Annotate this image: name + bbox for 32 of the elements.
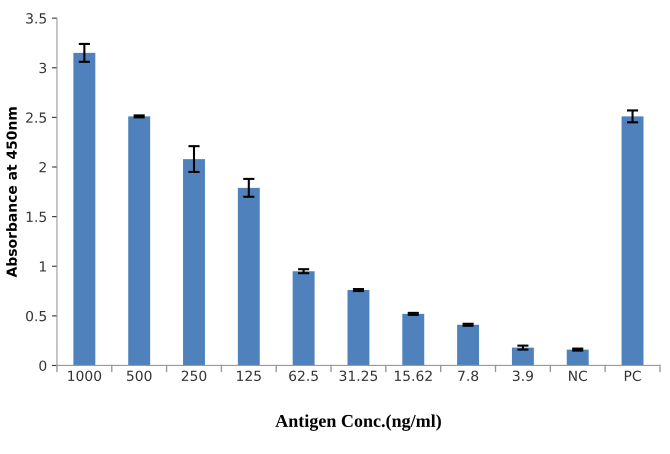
bar: [238, 188, 260, 366]
bar: [128, 116, 150, 366]
bar: [512, 348, 534, 366]
y-tick-label: 1: [40, 261, 46, 272]
x-tick-label: 125: [237, 370, 261, 382]
x-axis-title: Antigen Conc.(ng/ml): [275, 414, 441, 431]
x-tick-label: 1000: [68, 370, 102, 382]
bar: [292, 271, 315, 366]
x-tick-label: 250: [182, 370, 206, 382]
bar: [402, 314, 424, 366]
y-tick-label: 2: [39, 162, 46, 172]
y-tick-label: 0.5: [26, 310, 46, 322]
bar: [457, 324, 480, 366]
bar: [73, 52, 96, 366]
y-tick-label: 2.5: [26, 112, 46, 123]
bar: [183, 159, 205, 366]
y-tick-label: 0: [39, 360, 46, 371]
y-axis-title: Absorbance at 450nm: [6, 107, 17, 278]
bar: [566, 350, 589, 366]
x-tick-label: 31.25: [340, 370, 378, 382]
x-tick-label: NC: [569, 370, 588, 382]
x-tick-label: 15.62: [394, 370, 432, 382]
bar: [347, 290, 370, 366]
x-tick-label: 62.5: [289, 370, 318, 382]
x-tick-label: PC: [624, 370, 641, 382]
y-tick-label: 3: [39, 62, 46, 74]
bar: [622, 116, 644, 366]
y-tick-label: 3.5: [26, 13, 46, 24]
x-tick-label: 7.8: [458, 370, 478, 382]
x-tick-label: 500: [126, 370, 152, 382]
x-tick-label: 3.9: [512, 370, 533, 382]
y-tick-label: 1.5: [26, 212, 46, 222]
